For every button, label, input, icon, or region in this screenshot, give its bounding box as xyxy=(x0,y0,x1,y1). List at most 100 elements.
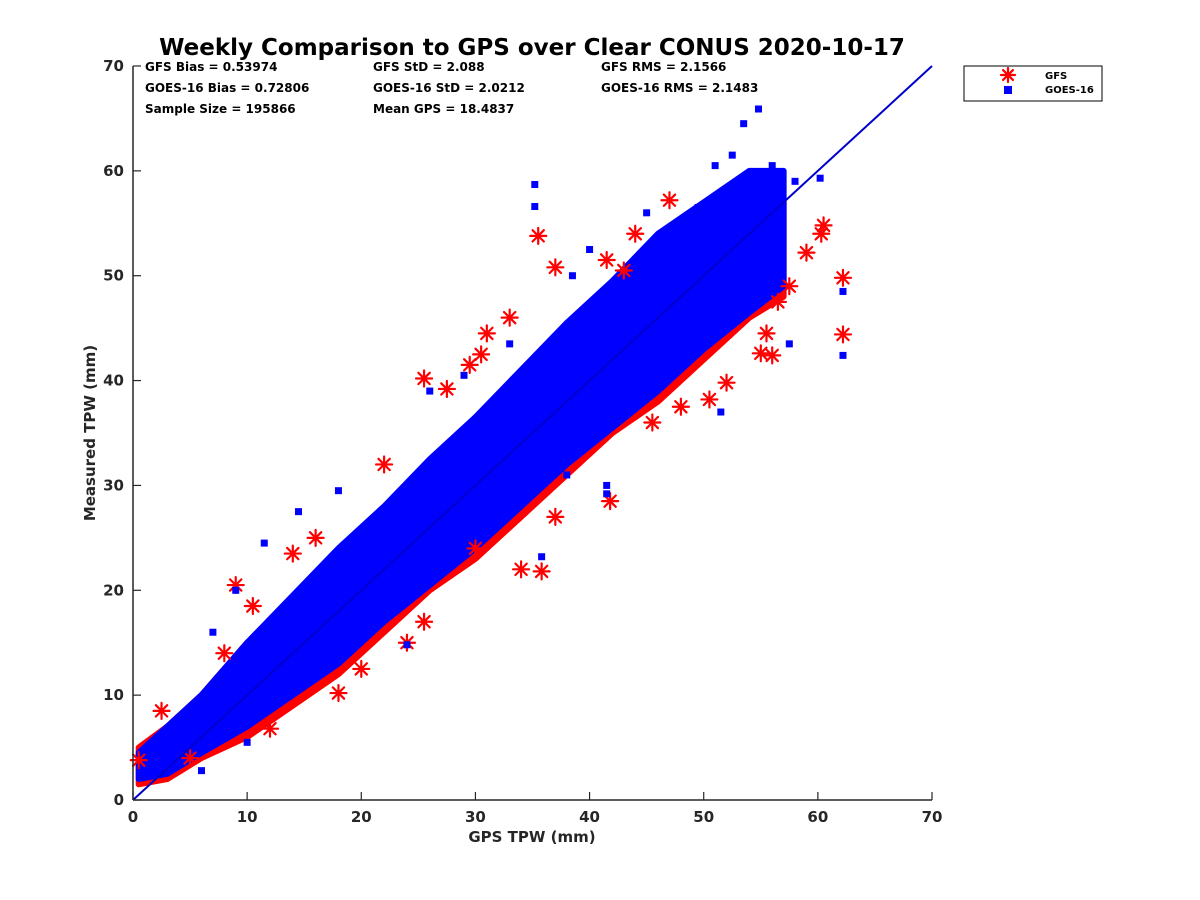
gfs-point xyxy=(626,224,645,243)
gfs-point xyxy=(814,216,833,235)
gfs-point xyxy=(529,226,548,245)
legend-goes16-square-icon xyxy=(1004,86,1012,94)
gfs-point xyxy=(833,325,853,344)
goes16-point xyxy=(768,162,776,170)
gfs-point xyxy=(414,612,434,631)
gfs-point xyxy=(780,277,799,296)
gfs-point xyxy=(414,369,434,388)
goes16-point xyxy=(740,120,748,128)
goes16-point xyxy=(791,177,799,185)
y-tick-label: 60 xyxy=(103,162,124,180)
goes16-point xyxy=(643,209,651,217)
goes16-point xyxy=(460,371,468,379)
gfs-point xyxy=(643,413,662,432)
goes16-point xyxy=(728,151,736,159)
y-tick-label: 70 xyxy=(103,57,124,75)
gfs-point xyxy=(700,390,719,409)
goes16-point xyxy=(531,203,539,211)
gfs-point xyxy=(601,492,620,511)
goes16-point xyxy=(839,287,847,295)
gfs-point xyxy=(375,455,394,474)
gfs-point xyxy=(546,258,565,277)
goes16-point xyxy=(755,105,763,113)
goes16-point xyxy=(209,628,217,636)
goes16-point xyxy=(586,246,594,253)
goes16-point xyxy=(816,174,824,182)
x-tick-label: 30 xyxy=(465,808,486,826)
y-tick-label: 10 xyxy=(103,686,124,704)
legend-box xyxy=(963,65,1103,102)
goes16-point xyxy=(232,586,240,594)
x-tick-label: 50 xyxy=(693,808,714,826)
stat-gfs-rms: GFS RMS = 2.1566 xyxy=(601,60,726,74)
data-points xyxy=(129,105,853,775)
plot-area xyxy=(129,65,933,801)
y-tick-label: 30 xyxy=(103,476,124,494)
goes16-point xyxy=(785,340,793,348)
gfs-point xyxy=(352,659,371,679)
goes16-point xyxy=(197,767,205,775)
stat-goes16-rms: GOES-16 RMS = 2.1483 xyxy=(601,81,758,95)
gfs-point xyxy=(477,324,496,343)
legend-gfs-marker-shape xyxy=(999,66,1017,84)
stat-goes16-std: GOES-16 StD = 2.0212 xyxy=(373,81,525,95)
x-tick-label: 10 xyxy=(237,808,258,826)
legend-goes16-marker-shape xyxy=(1004,86,1012,94)
gfs-point xyxy=(283,544,302,563)
x-tick-label: 0 xyxy=(128,808,138,826)
gfs-point xyxy=(437,379,456,399)
goes16-point xyxy=(538,553,546,561)
x-axis-ticks: 0 10 20 30 40 50 60 70 xyxy=(128,792,943,826)
legend: GFS GOES-16 xyxy=(963,65,1103,102)
x-axis-label: GPS TPW (mm) xyxy=(468,828,595,846)
axes xyxy=(132,66,932,801)
gfs-point xyxy=(306,528,325,547)
goes16-point xyxy=(717,408,725,416)
gfs-point xyxy=(243,596,262,616)
gfs-point xyxy=(833,268,853,287)
gfs-point xyxy=(763,346,782,365)
statistics-annotations: GFS Bias = 0.53974 GFS StD = 2.088 GFS R… xyxy=(145,60,758,116)
gfs-point xyxy=(768,292,788,312)
gfs-point xyxy=(717,373,736,392)
gfs-point xyxy=(180,748,200,768)
goes16-point xyxy=(839,351,847,359)
y-axis-ticks: 0 10 20 30 40 50 60 70 xyxy=(103,57,141,809)
gfs-point xyxy=(671,397,690,416)
gfs-point xyxy=(597,250,616,270)
goes16-point xyxy=(260,539,268,547)
gfs-point xyxy=(660,191,679,210)
gfs-point xyxy=(460,355,479,374)
goes16-point xyxy=(403,641,411,649)
gfs-point xyxy=(152,701,171,720)
legend-gfs-asterisk-icon xyxy=(999,66,1017,84)
y-tick-label: 50 xyxy=(103,267,124,285)
y-tick-label: 40 xyxy=(103,372,124,390)
goes16-point xyxy=(711,162,719,170)
gfs-point xyxy=(751,344,770,363)
gfs-point xyxy=(511,560,531,579)
stat-goes16-bias: GOES-16 Bias = 0.72806 xyxy=(145,81,309,95)
legend-label-gfs: GFS xyxy=(1045,71,1067,82)
one-to-one-line xyxy=(132,65,933,801)
goes16-point xyxy=(426,387,434,395)
gfs-point xyxy=(797,243,816,262)
stat-gfs-bias: GFS Bias = 0.53974 xyxy=(145,60,277,74)
legend-label-goes16: GOES-16 xyxy=(1045,85,1094,96)
gfs-point xyxy=(757,324,776,343)
stat-mean-gps: Mean GPS = 18.4837 xyxy=(373,102,514,116)
goes16-point xyxy=(295,508,303,516)
x-tick-label: 60 xyxy=(807,808,828,826)
goes16-point xyxy=(334,487,342,495)
x-tick-label: 20 xyxy=(351,808,372,826)
stat-gfs-std: GFS StD = 2.088 xyxy=(373,60,485,74)
gfs-point xyxy=(215,644,234,663)
y-axis-label: Measured TPW (mm) xyxy=(81,345,99,521)
chart-title: Weekly Comparison to GPS over Clear CONU… xyxy=(159,35,905,61)
x-tick-label: 70 xyxy=(922,808,943,826)
goes16-point xyxy=(762,219,770,227)
goes16-point xyxy=(243,738,251,746)
goes16-point xyxy=(694,204,702,212)
y-tick-label: 0 xyxy=(114,791,124,809)
goes16-point xyxy=(506,340,514,348)
